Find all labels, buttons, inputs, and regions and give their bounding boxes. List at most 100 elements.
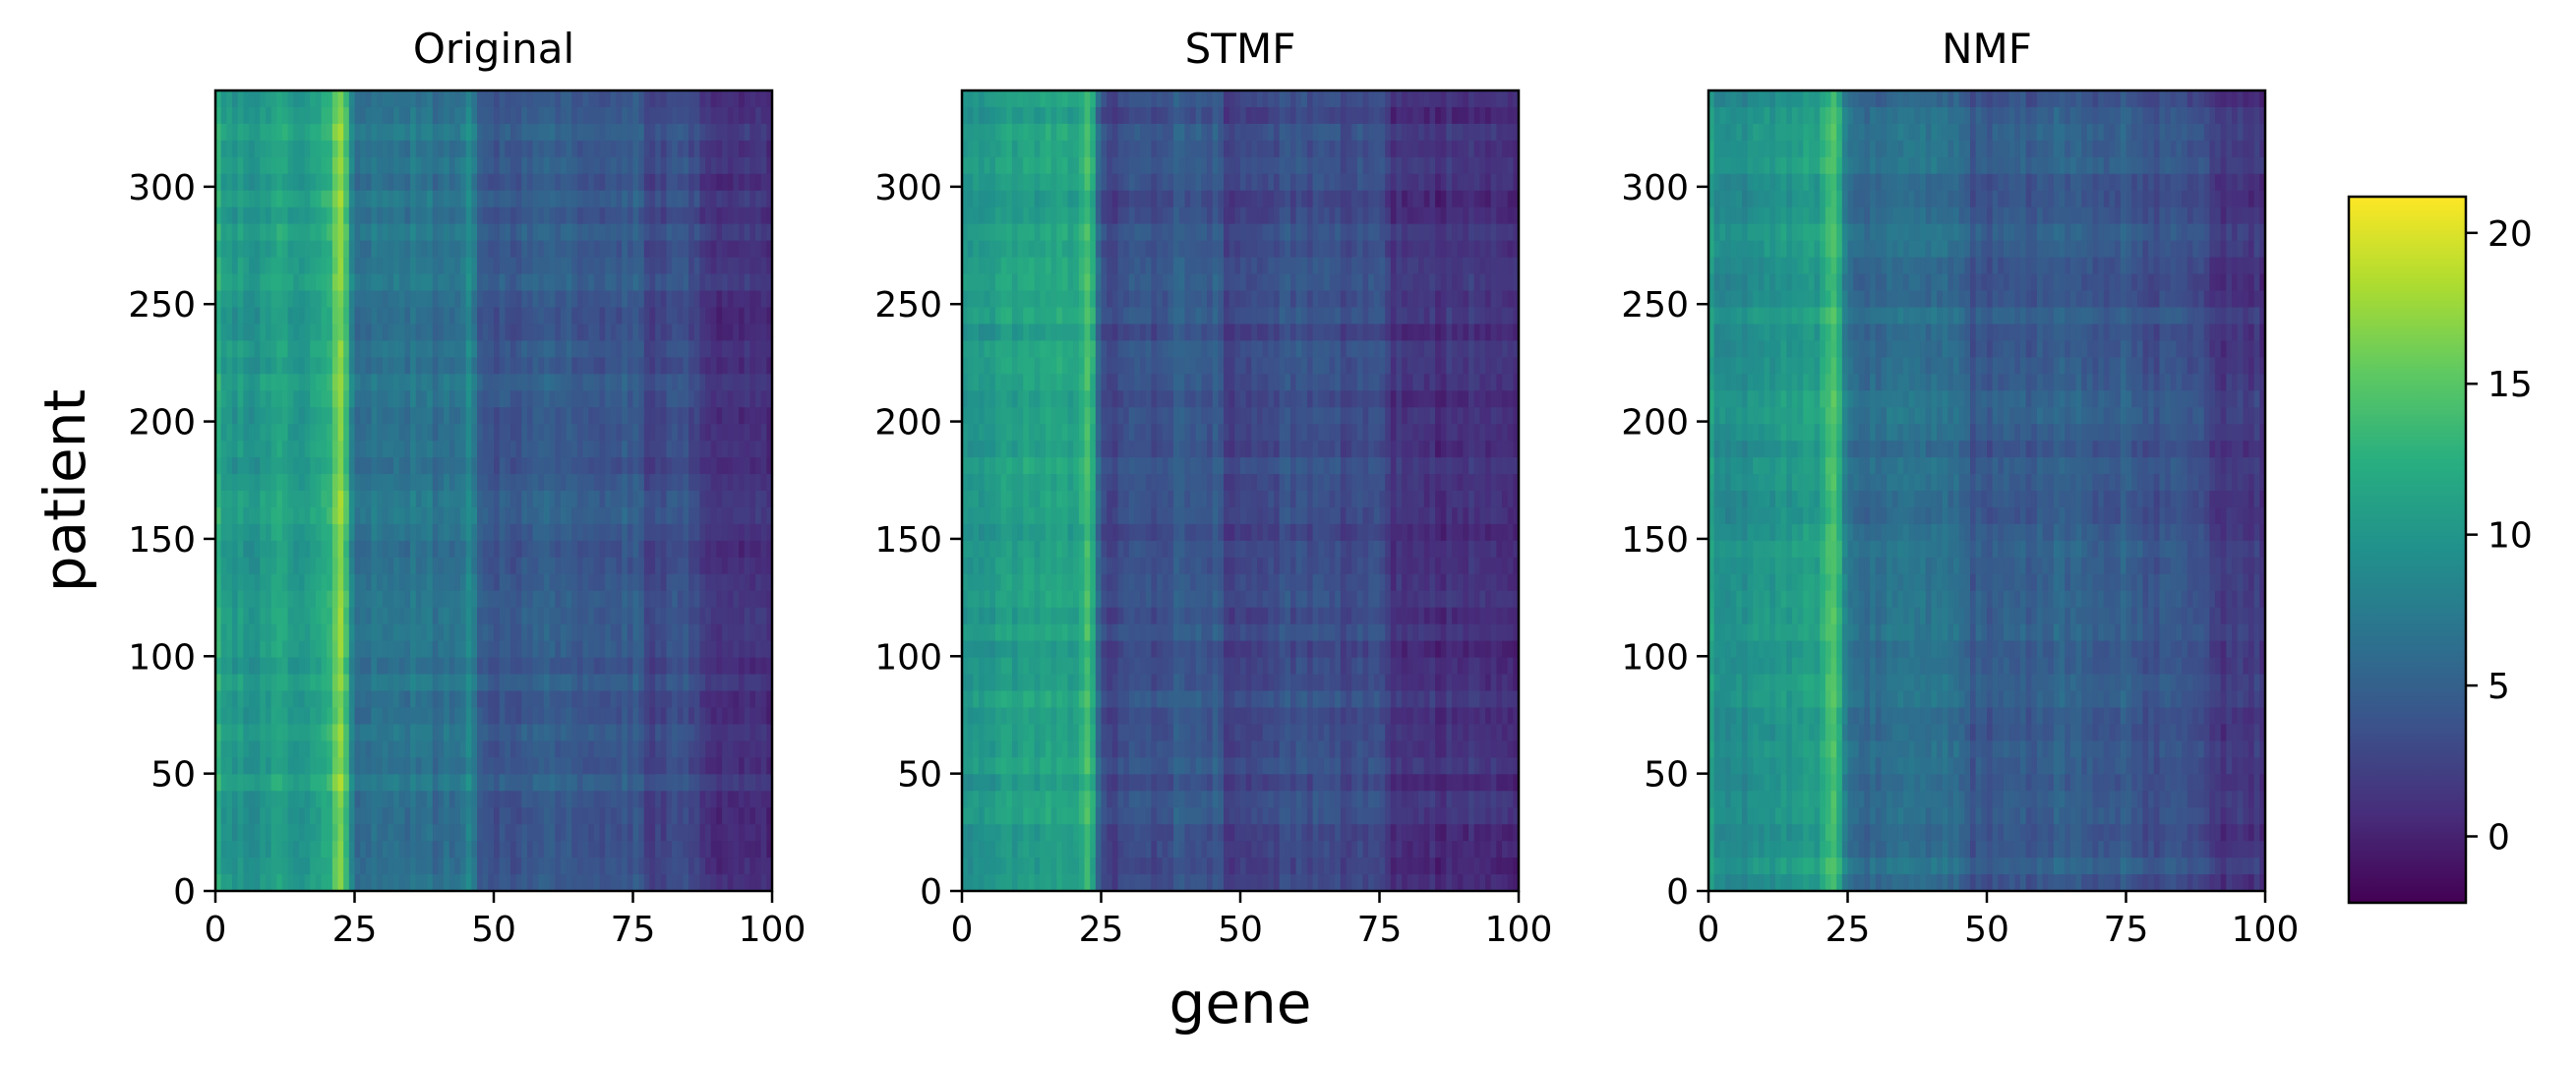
heatmap-cell bbox=[482, 573, 489, 592]
heatmap-cell bbox=[505, 657, 511, 676]
heatmap-cell bbox=[610, 858, 618, 875]
heatmap-cell bbox=[360, 590, 367, 609]
heatmap-cell bbox=[593, 774, 601, 792]
heatmap-cell bbox=[973, 90, 980, 108]
heatmap-cell bbox=[705, 190, 712, 208]
heatmap-cell bbox=[449, 374, 455, 391]
heatmap-cell bbox=[593, 824, 601, 842]
heatmap-cell bbox=[672, 640, 679, 659]
heatmap-cell bbox=[499, 791, 506, 808]
heatmap-cell bbox=[276, 257, 283, 275]
heatmap-cell bbox=[515, 690, 522, 709]
heatmap-cell bbox=[415, 424, 423, 442]
heatmap-cell bbox=[298, 474, 306, 492]
heatmap-cell bbox=[727, 223, 734, 242]
heatmap-cell bbox=[321, 474, 328, 492]
heatmap-cell bbox=[360, 340, 367, 358]
heatmap-cell bbox=[716, 390, 723, 408]
heatmap-cell bbox=[672, 607, 679, 625]
heatmap-cell bbox=[398, 724, 406, 741]
heatmap-cell bbox=[593, 190, 601, 208]
heatmap-cell bbox=[515, 240, 522, 259]
heatmap-cell bbox=[722, 657, 729, 676]
heatmap-cell bbox=[638, 390, 645, 408]
heatmap-cell bbox=[655, 757, 662, 775]
heatmap-cell bbox=[315, 757, 323, 775]
heatmap-cell bbox=[454, 407, 461, 425]
heatmap-cell bbox=[410, 741, 417, 758]
heatmap-cell bbox=[560, 374, 568, 391]
heatmap-cell bbox=[683, 357, 689, 375]
heatmap-cell bbox=[220, 441, 227, 458]
heatmap-cell bbox=[438, 357, 445, 375]
heatmap-cell bbox=[683, 506, 689, 525]
heatmap-cell bbox=[494, 607, 501, 625]
heatmap-cell bbox=[393, 441, 400, 458]
heatmap-cell bbox=[215, 190, 222, 208]
heatmap-cell bbox=[360, 841, 367, 859]
heatmap-cell bbox=[354, 123, 361, 142]
heatmap-cell bbox=[281, 841, 289, 859]
heatmap-cell bbox=[739, 340, 746, 358]
heatmap-cell bbox=[962, 557, 969, 575]
heatmap-cell bbox=[616, 858, 623, 875]
heatmap-cell bbox=[477, 540, 484, 559]
heatmap-cell bbox=[649, 374, 656, 391]
heatmap-cell bbox=[254, 724, 261, 741]
heatmap-cell bbox=[599, 807, 606, 825]
heatmap-cell bbox=[582, 207, 589, 225]
heatmap-cell bbox=[260, 874, 267, 892]
heatmap-cell bbox=[689, 657, 695, 676]
heatmap-cell bbox=[755, 273, 762, 292]
heatmap-cell bbox=[365, 424, 373, 442]
heatmap-cell bbox=[683, 106, 689, 125]
heatmap-cell bbox=[454, 540, 461, 559]
heatmap-cell bbox=[744, 340, 750, 358]
heatmap-cell bbox=[321, 523, 328, 542]
heatmap-cell bbox=[722, 240, 729, 259]
heatmap-cell bbox=[962, 791, 969, 808]
heatmap-cell bbox=[360, 523, 367, 542]
heatmap-cell bbox=[248, 858, 256, 875]
heatmap-cell bbox=[276, 506, 283, 525]
heatmap-cell bbox=[722, 874, 729, 892]
heatmap-cell bbox=[677, 690, 685, 709]
heatmap-cell bbox=[432, 223, 439, 242]
heatmap-cell bbox=[722, 757, 729, 775]
heatmap-cell bbox=[348, 607, 356, 625]
heatmap-cell bbox=[643, 240, 651, 259]
heatmap-cell bbox=[655, 207, 662, 225]
heatmap-cell bbox=[699, 390, 706, 408]
heatmap-cell bbox=[432, 357, 439, 375]
heatmap-cell bbox=[460, 407, 467, 425]
heatmap-cell bbox=[599, 774, 606, 792]
heatmap-cell bbox=[287, 540, 294, 559]
heatmap-cell bbox=[632, 357, 639, 375]
heatmap-cell bbox=[543, 506, 551, 525]
heatmap-cell bbox=[566, 858, 572, 875]
heatmap-cell bbox=[471, 573, 478, 592]
heatmap-cell bbox=[226, 474, 233, 492]
heatmap-cell bbox=[962, 257, 969, 275]
heatmap-cell bbox=[494, 690, 501, 709]
heatmap-cell bbox=[293, 841, 300, 859]
heatmap-cell bbox=[962, 807, 969, 825]
heatmap-cell bbox=[638, 657, 645, 676]
heatmap-cell bbox=[727, 90, 734, 108]
heatmap-cell bbox=[515, 841, 522, 859]
heatmap-cell bbox=[672, 506, 679, 525]
heatmap-cell bbox=[543, 741, 551, 758]
heatmap-cell bbox=[427, 774, 434, 792]
heatmap-cell bbox=[710, 741, 717, 758]
heatmap-cell bbox=[655, 106, 662, 125]
heatmap-cell bbox=[739, 791, 746, 808]
heatmap-cell bbox=[231, 674, 239, 692]
heatmap-cell bbox=[393, 324, 400, 341]
heatmap-cell bbox=[331, 757, 339, 775]
heatmap-cell bbox=[260, 607, 267, 625]
heatmap-cell bbox=[270, 140, 277, 158]
heatmap-cell bbox=[593, 540, 601, 559]
heatmap-cell bbox=[549, 324, 556, 341]
heatmap-cell bbox=[755, 757, 762, 775]
heatmap-cell bbox=[465, 791, 472, 808]
